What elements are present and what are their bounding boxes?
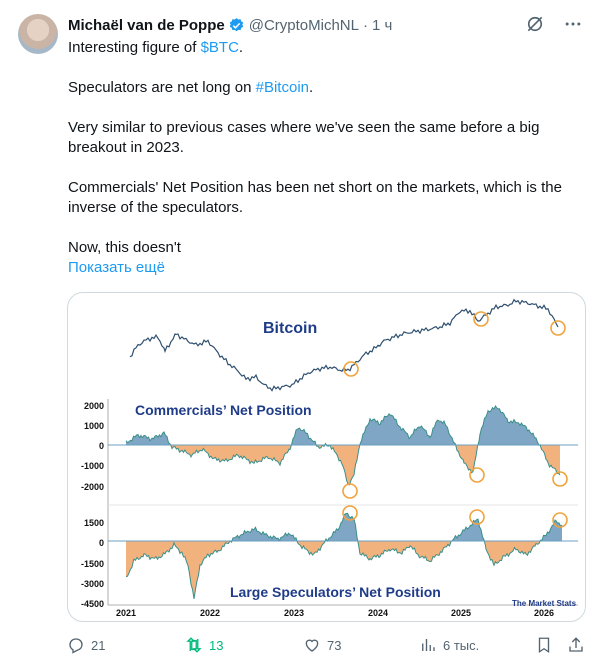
bookmark-button[interactable] — [535, 636, 553, 654]
highlight-circle-spec-2023 — [342, 505, 358, 521]
views-chart-icon — [422, 639, 435, 651]
tweet-image[interactable]: Bitcoin Commercials’ Net Position Large … — [67, 292, 586, 622]
year-2021: 2021 — [116, 608, 136, 618]
author-handle[interactable]: @CryptoMichNL — [248, 16, 359, 34]
spec-tick-minus-1500: -1500 — [81, 559, 104, 569]
tweet-paragraph-3: Very similar to previous cases where we'… — [68, 119, 540, 156]
retweet-button[interactable]: 13 — [185, 636, 223, 654]
com-tick-minus-2000: -2000 — [81, 482, 104, 492]
share-button[interactable] — [567, 636, 585, 654]
like-count: 73 — [327, 637, 342, 653]
cot-chart-image: Bitcoin Commercials’ Net Position Large … — [81, 298, 578, 618]
tweet-time[interactable]: 1 ч — [371, 16, 393, 34]
commercials-title: Commercials’ Net Position — [135, 402, 312, 418]
separator: · — [362, 16, 368, 34]
com-tick-2000: 2000 — [84, 401, 104, 411]
tweet-paragraph-5: Now, this doesn't — [68, 239, 181, 256]
hashtag-bitcoin-link[interactable]: #Bitcoin — [255, 79, 309, 96]
year-2024: 2024 — [368, 608, 388, 618]
views-count: 6 тыс. — [443, 637, 480, 653]
year-2023: 2023 — [284, 608, 304, 618]
avatar[interactable] — [18, 14, 58, 54]
com-tick-1000: 1000 — [84, 421, 104, 431]
tweet-line-1: Interesting figure of $BTC. — [68, 39, 244, 56]
tweet-paragraph-4: Commercials' Net Position has been net s… — [68, 179, 562, 216]
highlight-circle-com-2026 — [552, 471, 568, 487]
like-button[interactable]: 73 — [303, 636, 341, 654]
bitcoin-price-line — [129, 298, 559, 392]
bookmark-icon — [538, 637, 550, 654]
spec-tick-1500: 1500 — [84, 518, 104, 528]
highlight-circle-btc-2023 — [343, 361, 359, 377]
cashtag-btc-link[interactable]: $BTC — [200, 39, 239, 56]
watermark: The Market Stats — [512, 599, 577, 608]
com-tick-minus-1000: -1000 — [81, 461, 104, 471]
year-2022: 2022 — [200, 608, 220, 618]
action-bar: 21 13 73 6 тыс. — [67, 636, 587, 658]
speculators-area-line — [125, 512, 563, 600]
bitcoin-title: Bitcoin — [263, 320, 317, 337]
share-icon — [569, 637, 583, 652]
verified-badge-icon — [229, 17, 243, 31]
highlight-circle-btc-2025 — [473, 311, 489, 327]
spec-tick-0: 0 — [99, 538, 104, 548]
reply-button[interactable]: 21 — [67, 636, 105, 654]
more-icon[interactable] — [563, 14, 583, 34]
com-tick-0: 0 — [99, 441, 104, 451]
retweet-icon — [186, 637, 202, 653]
highlight-circle-spec-2025 — [469, 509, 485, 525]
spec-tick-minus-4500: -4500 — [81, 599, 104, 609]
grok-icon[interactable] — [525, 14, 545, 34]
tweet-line-2: Speculators are net long on #Bitcoin. — [68, 79, 314, 96]
commercials-area-line — [125, 404, 561, 486]
show-more-link[interactable]: Показать ещё — [68, 259, 165, 276]
spec-tick-minus-3000: -3000 — [81, 579, 104, 589]
year-2026: 2026 — [534, 608, 554, 618]
highlight-circle-spec-2026 — [552, 512, 568, 528]
year-2025: 2025 — [451, 608, 471, 618]
author-name[interactable]: Michaël van de Poppe — [68, 16, 225, 34]
highlight-circle-com-2025 — [469, 467, 485, 483]
highlight-circle-btc-2026 — [550, 320, 566, 336]
speculators-title: Large Speculators’ Net Position — [230, 584, 441, 600]
reply-count: 21 — [91, 637, 106, 653]
tweet-header: Michaël van de Poppe @CryptoMichNL · 1 ч — [68, 14, 583, 36]
views-button[interactable]: 6 тыс. — [419, 636, 479, 654]
tweet-text: Interesting figure of $BTC. Speculators … — [68, 38, 588, 278]
heart-icon — [305, 639, 319, 652]
highlight-circle-com-2023 — [342, 483, 358, 499]
retweet-count: 13 — [209, 637, 224, 653]
reply-icon — [69, 638, 83, 654]
